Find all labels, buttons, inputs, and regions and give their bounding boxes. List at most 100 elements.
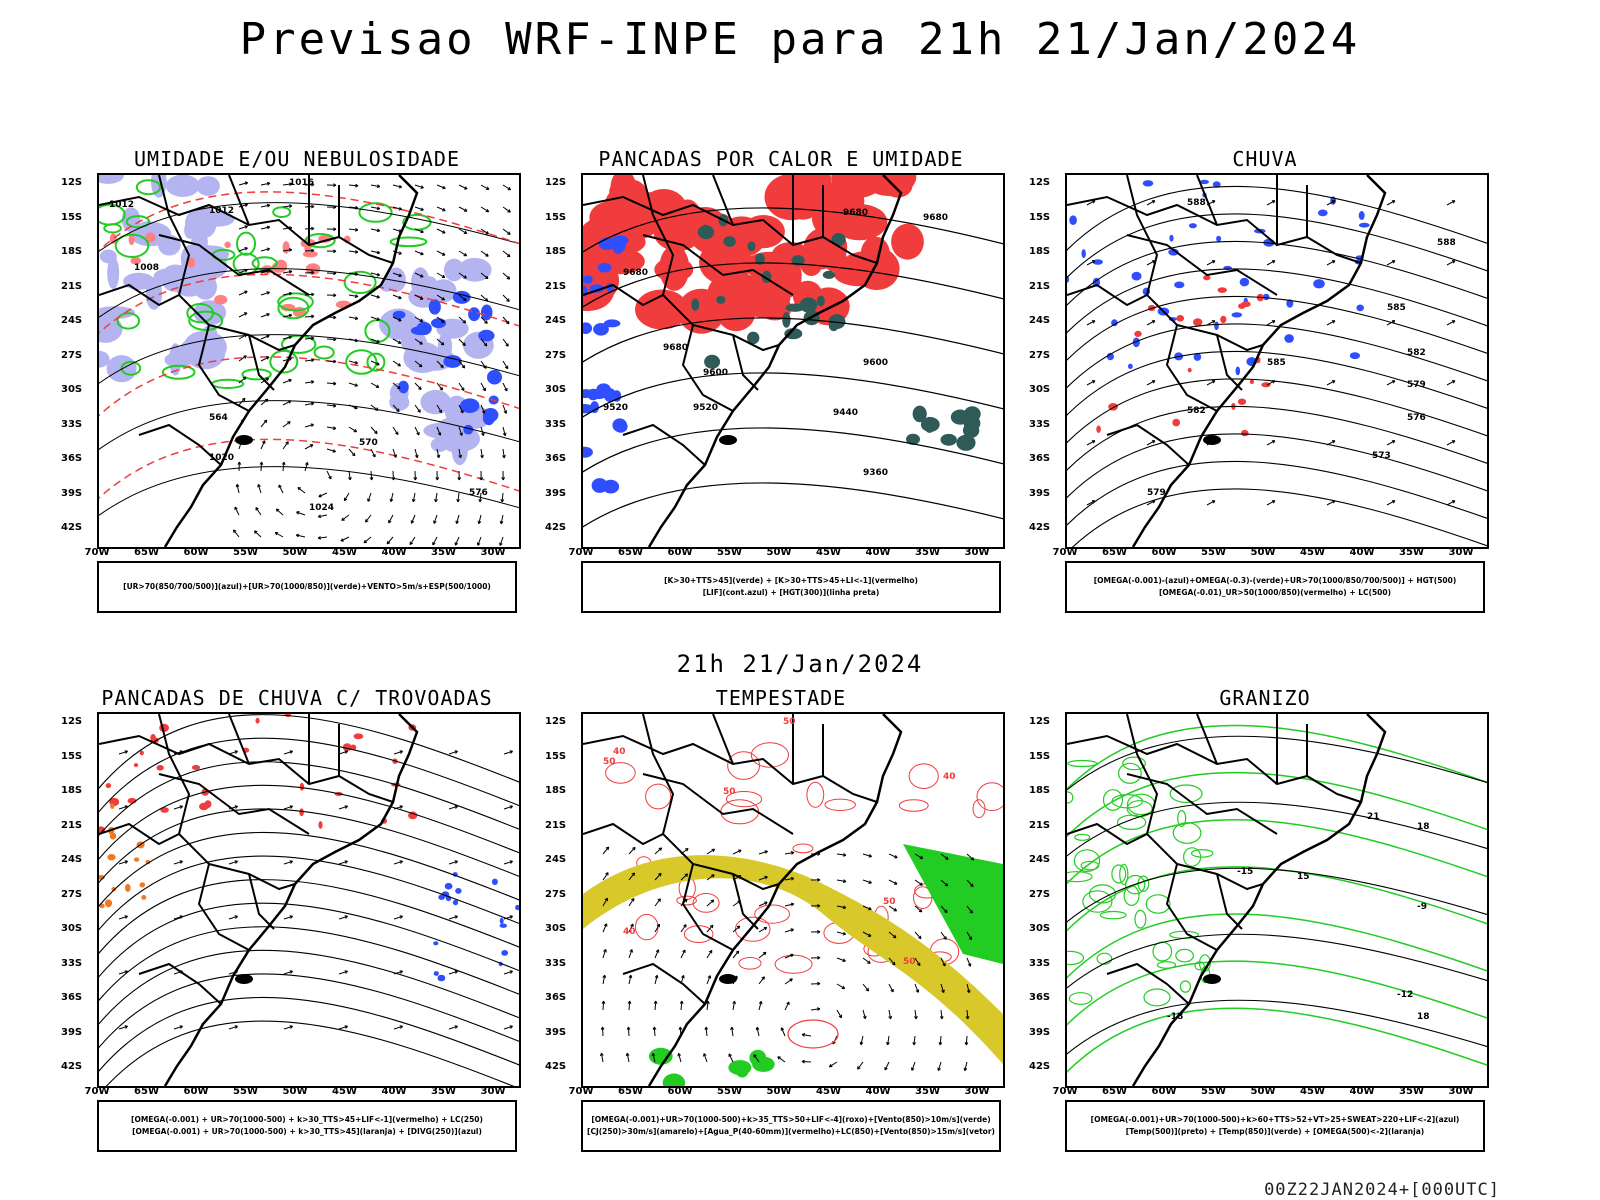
latitude-tick-label: 21S	[61, 280, 83, 292]
thunderstorm-area	[156, 765, 164, 771]
wind-vector	[367, 492, 372, 502]
omega-area	[1193, 352, 1202, 361]
wind-vector	[966, 931, 973, 941]
humidity-contour	[188, 310, 224, 332]
state-border	[138, 962, 222, 1005]
streamline-arrow	[1266, 500, 1276, 506]
wind-vector	[392, 426, 399, 436]
wind-vector	[888, 931, 897, 939]
contour-label: -15	[1237, 867, 1253, 877]
jet-stream-area	[583, 855, 1003, 1064]
geopotential-contour	[583, 372, 1003, 418]
wind-vector	[862, 879, 872, 884]
streamline-arrow	[1326, 500, 1336, 506]
wind-vector	[914, 905, 923, 913]
state-border	[158, 773, 310, 835]
wind-vector	[318, 492, 328, 498]
rain-area	[1241, 429, 1249, 437]
wind-vector	[238, 181, 249, 186]
panel-umidade: UMIDADE E/OU NEBULOSIDADE 12S 15S 18S 21S 24S…	[57, 147, 537, 617]
lagoon	[235, 974, 253, 984]
divergence-area	[437, 974, 446, 982]
state-border	[642, 175, 780, 352]
humidity-area	[192, 206, 217, 238]
wind-vector	[326, 293, 337, 298]
wind-vector	[326, 337, 337, 342]
wind-vector	[260, 203, 271, 208]
temperature-850-contour	[1102, 789, 1124, 811]
strong-wind-area	[903, 844, 1003, 964]
streamline-arrow	[448, 860, 458, 865]
temperature-850-contour	[1080, 860, 1100, 871]
height-contour	[1067, 268, 1487, 334]
contour-label: 576	[1407, 413, 1426, 423]
omega-area	[1262, 293, 1270, 301]
omega-area	[1081, 249, 1086, 259]
latitude-tick-label: 30S	[1029, 923, 1051, 934]
humidity-area	[403, 341, 443, 374]
wind-vector	[480, 272, 489, 280]
latitude-tick-label: 42S	[61, 1061, 83, 1072]
thickness-isoline	[99, 438, 519, 500]
humidity-contour	[125, 215, 151, 229]
streamline-arrow	[1266, 320, 1276, 326]
temperature-500-contour	[1067, 933, 1487, 989]
temperature-500-contour	[1067, 867, 1487, 923]
latitude-tick-label: 33S	[545, 418, 567, 430]
wind-vector	[654, 949, 660, 959]
height-contour	[1067, 405, 1487, 471]
latitude-tick-label: 24S	[545, 854, 567, 865]
wind-vector	[295, 533, 306, 538]
high-humidity-area	[463, 424, 474, 435]
state-border	[1106, 962, 1190, 1005]
wind-vector	[370, 206, 381, 211]
latitude-tick-label: 18S	[1029, 246, 1051, 257]
streamline-arrow	[1326, 380, 1336, 386]
wind-vector	[480, 250, 489, 257]
longitude-tick-label: 50W	[766, 1086, 792, 1097]
streamline-arrow	[393, 970, 403, 975]
longitude-tick-label: 30W	[480, 547, 506, 558]
latitude-tick-label: 33S	[61, 957, 83, 969]
height-contour	[1067, 378, 1487, 444]
state-border	[1165, 324, 1218, 412]
streamline-arrow	[448, 970, 458, 975]
state-border	[99, 195, 394, 264]
wind-vector	[940, 853, 949, 860]
latitude-tick-label: 42S	[61, 522, 83, 533]
longitude-tick-label: 55W	[233, 1086, 258, 1097]
wind-vector	[836, 931, 847, 936]
latitude-tick-label: 30S	[61, 384, 83, 395]
thunderstorm-area	[199, 802, 209, 811]
contour-label: 50	[723, 787, 736, 797]
temperature-850-contour	[1177, 809, 1187, 827]
wind-vector	[937, 1061, 942, 1071]
wind-vector	[436, 272, 446, 278]
wind-vector	[758, 951, 767, 959]
wind-vector	[392, 272, 402, 277]
lifted-index-area	[612, 390, 622, 402]
wind-vector	[238, 397, 246, 406]
convective-area	[747, 331, 760, 345]
longitude-tick-label: 35W	[431, 547, 456, 558]
wind-vector	[282, 378, 292, 384]
wind-vector	[326, 426, 337, 430]
streamline-arrow	[503, 1025, 513, 1030]
contour-label: 9680	[663, 343, 688, 353]
wind-vector	[348, 448, 356, 457]
streamline-arrow	[503, 970, 513, 975]
wind-vector	[436, 338, 445, 346]
state-border	[1216, 873, 1243, 930]
wind-vector	[912, 1035, 917, 1046]
streamline-arrow	[1086, 380, 1096, 386]
wind-vector	[784, 851, 795, 855]
humidity-area	[420, 389, 452, 415]
wind-vector	[938, 1035, 943, 1046]
temperature-850-contour	[1096, 952, 1113, 965]
streamline-arrow	[393, 805, 403, 810]
longitude-tick-label: 70W	[1052, 547, 1078, 558]
wind-vector	[732, 1000, 736, 1011]
panel-chuva: CHUVA 12S 15S 18S 21S 24S 27S 30S 33S 36S 39S 42S 70…	[1025, 147, 1505, 617]
thickness-area	[275, 259, 288, 273]
wind-vector	[966, 957, 972, 967]
